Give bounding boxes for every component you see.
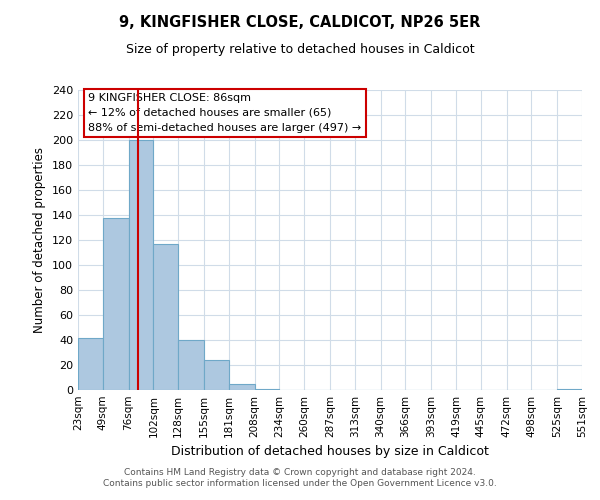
Bar xyxy=(128,140,154,390)
Bar xyxy=(103,218,128,390)
Y-axis label: Number of detached properties: Number of detached properties xyxy=(34,147,46,333)
Text: Contains HM Land Registry data © Crown copyright and database right 2024.
Contai: Contains HM Land Registry data © Crown c… xyxy=(103,468,497,487)
Bar xyxy=(154,244,178,390)
Text: 9, KINGFISHER CLOSE, CALDICOT, NP26 5ER: 9, KINGFISHER CLOSE, CALDICOT, NP26 5ER xyxy=(119,15,481,30)
Bar xyxy=(557,389,582,390)
X-axis label: Distribution of detached houses by size in Caldicot: Distribution of detached houses by size … xyxy=(171,446,489,458)
Bar xyxy=(229,384,254,390)
Text: Size of property relative to detached houses in Caldicot: Size of property relative to detached ho… xyxy=(125,42,475,56)
Bar xyxy=(78,338,103,390)
Bar xyxy=(178,340,204,390)
Bar xyxy=(254,389,280,390)
Bar xyxy=(204,360,229,390)
Text: 9 KINGFISHER CLOSE: 86sqm
← 12% of detached houses are smaller (65)
88% of semi-: 9 KINGFISHER CLOSE: 86sqm ← 12% of detac… xyxy=(88,93,361,132)
